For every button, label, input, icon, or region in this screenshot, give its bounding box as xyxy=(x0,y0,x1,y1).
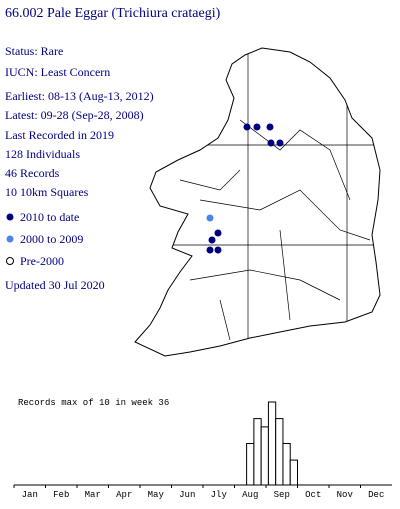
legend-item: 2010 to date xyxy=(20,210,80,224)
bar xyxy=(267,401,277,486)
month-label: Nov xyxy=(337,490,354,500)
bar xyxy=(246,443,255,486)
month-label: Apr xyxy=(116,490,132,500)
legend-item: Pre-2000 xyxy=(20,254,64,268)
month-label: Jun xyxy=(179,490,195,500)
month-label: Mar xyxy=(85,490,101,500)
month-label: Jly xyxy=(211,490,228,500)
bar xyxy=(260,426,269,486)
month-label: Oct xyxy=(305,490,321,500)
chart-title: Records max of 10 in week 36 xyxy=(18,398,169,408)
legend-dot xyxy=(6,257,14,265)
bar xyxy=(282,443,291,486)
info-line: Status: Rare xyxy=(5,44,64,58)
month-label: May xyxy=(148,490,165,500)
month-label: Sep xyxy=(274,490,290,500)
bar xyxy=(289,459,299,486)
info-line: Earliest: 08-13 (Aug-13, 2012) xyxy=(5,89,154,103)
month-label: Jan xyxy=(22,490,38,500)
month-label: Feb xyxy=(53,490,69,500)
map-outline xyxy=(134,47,381,357)
legend-item: 2000 to 2009 xyxy=(20,232,84,246)
info-line: 128 Individuals xyxy=(5,147,80,161)
legend-dot xyxy=(6,235,14,243)
info-line: 46 Records xyxy=(5,166,60,180)
month-label: Dec xyxy=(368,490,384,500)
info-line: IUCN: Least Concern xyxy=(5,65,111,79)
month-label: Aug xyxy=(242,490,258,500)
info-line: 10 10km Squares xyxy=(5,185,89,199)
info-line: Latest: 09-28 (Sep-28, 2008) xyxy=(5,108,144,122)
bar xyxy=(253,418,262,486)
title: 66.002 Pale Eggar (Trichiura crataegi) xyxy=(5,6,221,21)
bar xyxy=(275,418,284,486)
info-line: Last Recorded in 2019 xyxy=(5,128,114,142)
legend-dot xyxy=(6,213,14,221)
updated: Updated 30 Jul 2020 xyxy=(5,278,105,292)
map-dots xyxy=(206,123,284,254)
